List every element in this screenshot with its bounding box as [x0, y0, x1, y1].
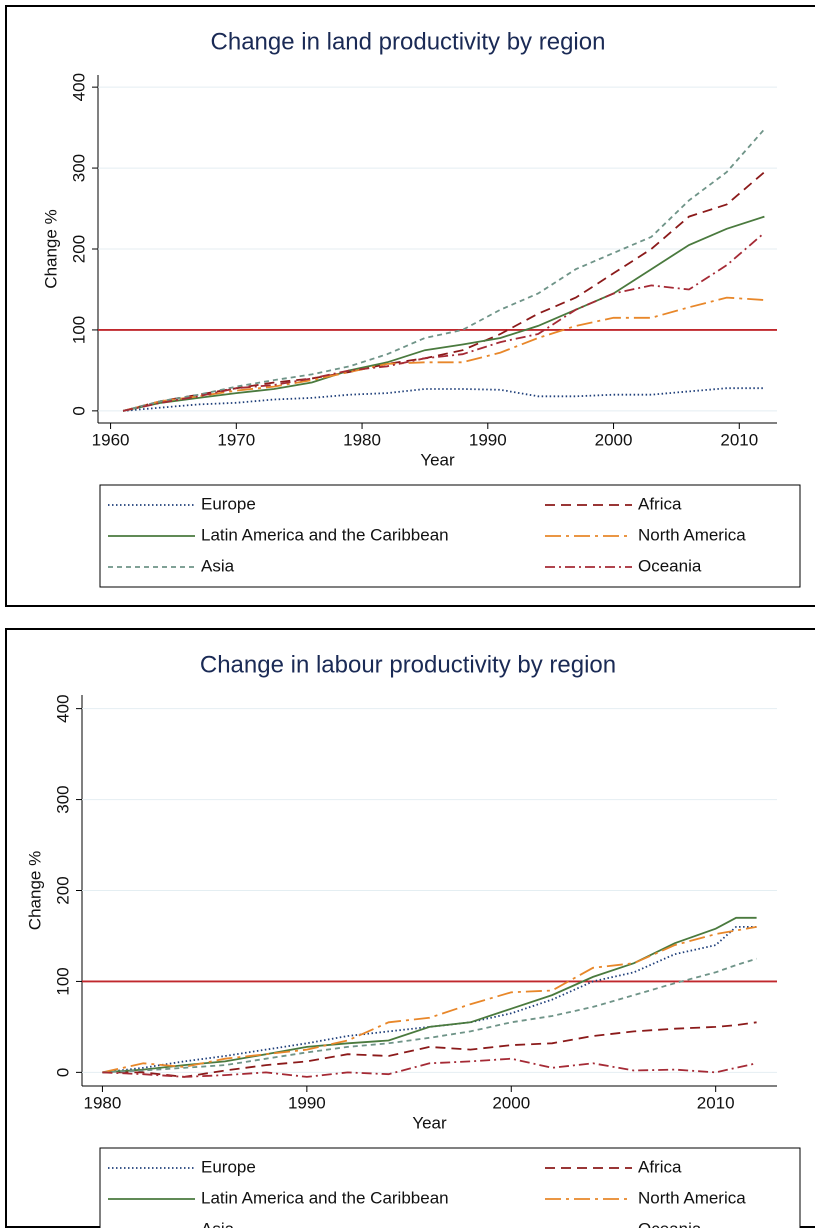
- x-axis-label: Year: [412, 1113, 447, 1132]
- legend-label: Europe: [201, 1157, 256, 1176]
- x-axis-label: Year: [420, 450, 455, 469]
- series-line: [102, 916, 757, 1074]
- x-tick-label: 1980: [84, 1093, 122, 1112]
- panel-border: [5, 628, 815, 1228]
- legend-label: Oceania: [638, 1219, 702, 1228]
- series-line: [122, 215, 765, 412]
- series-line: [122, 232, 765, 412]
- series-line: [122, 171, 765, 412]
- chart-panel: Change in labour productivity by region 0…: [5, 628, 815, 1228]
- legend-label: Africa: [638, 494, 682, 513]
- series-line: [102, 926, 757, 1074]
- y-tick-label: 0: [69, 406, 88, 415]
- legend-label: North America: [638, 525, 746, 544]
- legend-label: Latin America and the Caribbean: [201, 525, 449, 544]
- legend-label: North America: [638, 1188, 746, 1207]
- x-tick-label: 2010: [697, 1093, 735, 1112]
- y-tick-label: 200: [69, 235, 88, 263]
- x-tick-label: 2000: [595, 430, 633, 449]
- y-tick-label: 100: [69, 316, 88, 344]
- x-tick-label: 1990: [288, 1093, 326, 1112]
- y-tick-label: 300: [53, 785, 72, 813]
- series-line: [102, 1021, 757, 1078]
- x-tick-label: 1960: [92, 430, 130, 449]
- y-axis-label: Change %: [41, 209, 60, 288]
- legend-label: Oceania: [638, 556, 702, 575]
- y-tick-label: 300: [69, 154, 88, 182]
- x-tick-label: 1980: [343, 430, 381, 449]
- y-tick-label: 400: [53, 694, 72, 722]
- series-line: [122, 296, 765, 412]
- y-tick-label: 400: [69, 73, 88, 101]
- x-tick-label: 1970: [217, 430, 255, 449]
- series-line: [122, 128, 766, 412]
- chart-title: Change in land productivity by region: [211, 28, 606, 55]
- legend-label: Latin America and the Caribbean: [201, 1188, 449, 1207]
- y-axis-label: Change %: [25, 851, 44, 930]
- legend-label: Asia: [201, 556, 235, 575]
- legend-box: [99, 1147, 801, 1228]
- legend-label: Asia: [201, 1219, 235, 1228]
- x-tick-label: 2000: [492, 1093, 530, 1112]
- y-tick-label: 100: [53, 967, 72, 995]
- series-line: [102, 926, 757, 1074]
- legend-label: Europe: [201, 494, 256, 513]
- x-tick-label: 2010: [720, 430, 758, 449]
- chart-panel: Change in land productivity by region 0 10…: [5, 5, 815, 607]
- series-line: [102, 957, 757, 1074]
- y-tick-label: 200: [53, 876, 72, 904]
- legend-label: Africa: [638, 1157, 682, 1176]
- legend-box: [99, 484, 801, 588]
- x-tick-label: 1990: [469, 430, 507, 449]
- chart-title: Change in labour productivity by region: [200, 651, 616, 678]
- y-tick-label: 0: [53, 1068, 72, 1077]
- series-line: [102, 1057, 757, 1078]
